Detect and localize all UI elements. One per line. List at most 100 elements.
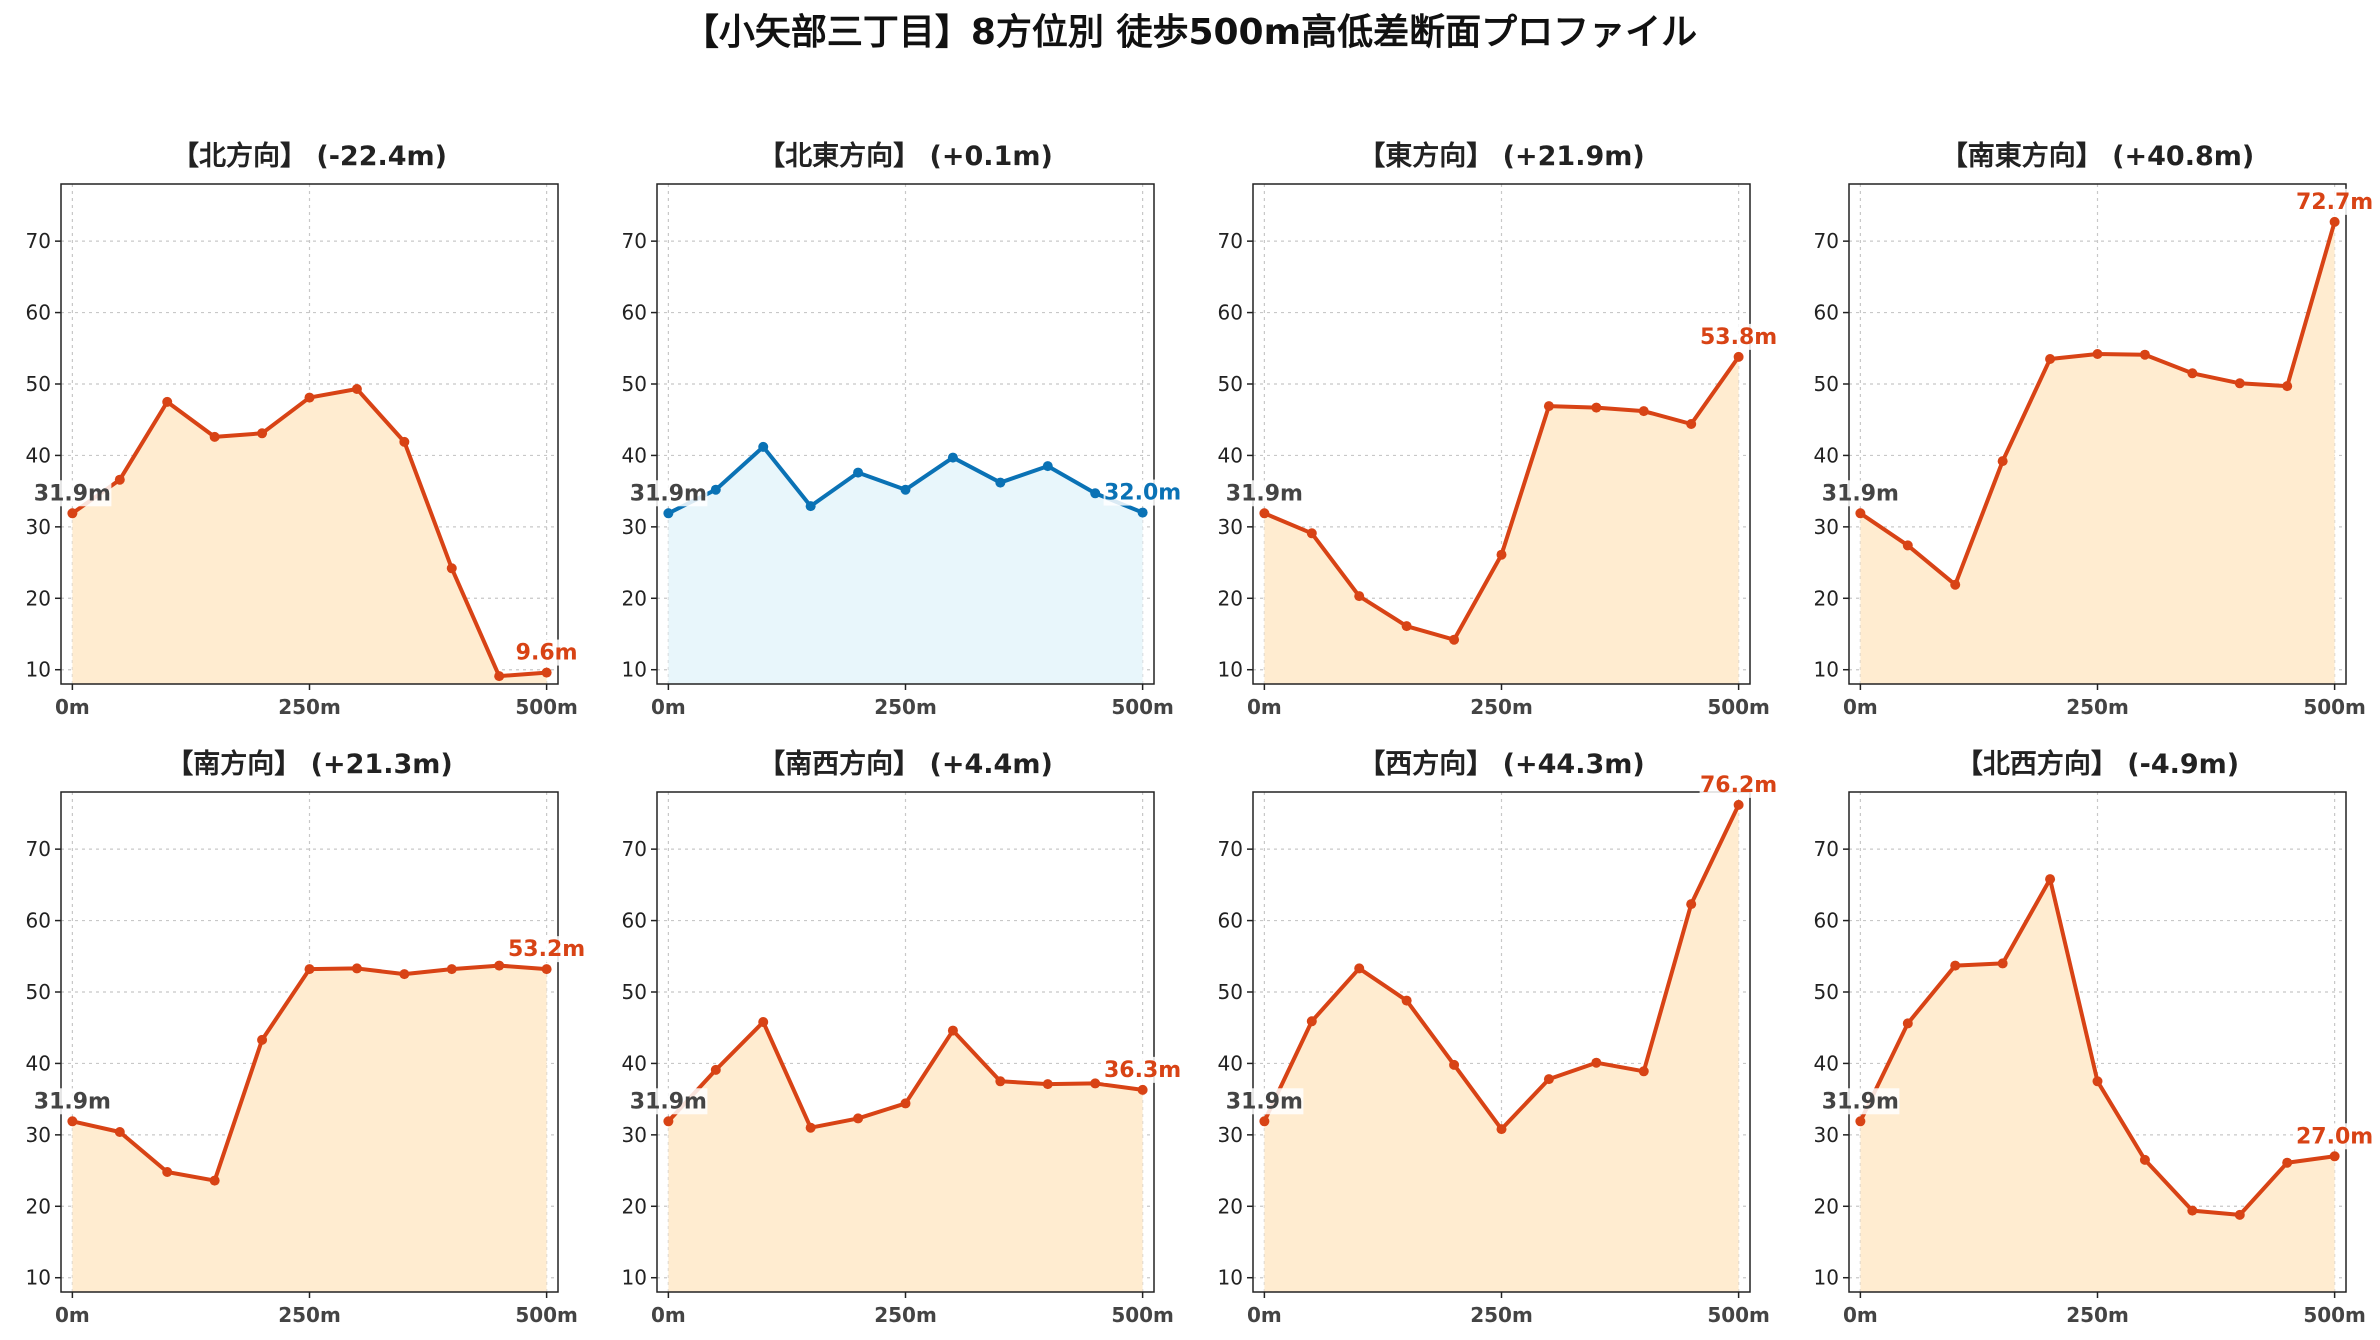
data-point: [304, 964, 315, 975]
data-point: [2139, 349, 2150, 360]
x-tick-label: 250m: [2066, 1303, 2129, 1327]
y-tick-label: 70: [1814, 229, 1839, 253]
start-label-box: [33, 1088, 112, 1115]
y-tick-label: 10: [1814, 658, 1839, 682]
end-label-box: [507, 639, 586, 666]
x-tick-label: 250m: [874, 1303, 937, 1327]
data-point: [1449, 1059, 1460, 1070]
x-tick-label: 500m: [515, 695, 578, 719]
data-point: [494, 671, 505, 682]
data-point: [1306, 528, 1317, 539]
data-point: [114, 474, 125, 485]
x-tick-label: 500m: [2303, 1303, 2366, 1327]
data-point: [541, 964, 552, 975]
data-point: [257, 1034, 268, 1045]
x-tick-label: 250m: [2066, 695, 2129, 719]
data-point: [1137, 507, 1148, 518]
y-tick-label: 50: [1814, 980, 1839, 1004]
y-tick-label: 10: [622, 658, 647, 682]
data-point: [1591, 402, 1602, 413]
y-tick-label: 10: [1218, 658, 1243, 682]
end-elevation-label: 53.2m: [508, 937, 585, 962]
y-tick-label: 40: [26, 1051, 51, 1075]
data-point: [209, 431, 220, 442]
data-point: [1686, 419, 1697, 429]
y-tick-label: 20: [1218, 586, 1243, 610]
profile-area: [72, 965, 547, 1292]
data-point: [1950, 579, 1961, 590]
data-point: [2282, 1157, 2293, 1168]
data-point: [1042, 461, 1053, 472]
y-tick-label: 40: [1218, 443, 1243, 467]
y-tick-label: 20: [622, 1194, 647, 1218]
direction-panel-2: 【北東方向】 (+0.1m) 10 20 30 40 50 60 70 0m 250m 500m 31…: [622, 140, 1182, 719]
start-label-box: [1821, 1088, 1900, 1115]
panel-title: 【南東方向】 (+40.8m): [1941, 140, 2254, 172]
y-tick-label: 20: [622, 586, 647, 610]
data-point: [1855, 1116, 1866, 1127]
data-point: [1259, 1116, 1270, 1127]
start-elevation-label: 31.9m: [1822, 1089, 1899, 1114]
y-tick-label: 60: [1218, 301, 1243, 325]
start-label-box: [629, 480, 708, 507]
data-point: [209, 1175, 220, 1186]
y-tick-label: 30: [622, 1123, 647, 1147]
y-tick-label: 40: [1814, 1051, 1839, 1075]
data-point: [1902, 1018, 1913, 1029]
y-tick-label: 50: [1218, 980, 1243, 1004]
end-label-box: [1103, 1056, 1182, 1083]
data-point: [995, 1076, 1006, 1087]
x-tick-label: 0m: [1843, 1303, 1878, 1327]
data-point: [399, 436, 410, 447]
end-label-box: [1699, 771, 1778, 798]
x-tick-label: 250m: [278, 695, 341, 719]
y-tick-label: 20: [1814, 1194, 1839, 1218]
data-point: [947, 1025, 958, 1036]
data-point: [1591, 1057, 1602, 1068]
profile-area: [668, 446, 1143, 684]
x-tick-label: 0m: [651, 695, 686, 719]
y-tick-label: 70: [1814, 837, 1839, 861]
y-tick-label: 50: [1218, 372, 1243, 396]
x-tick-label: 500m: [1111, 695, 1174, 719]
y-tick-label: 70: [622, 229, 647, 253]
data-point: [1686, 899, 1697, 910]
data-point: [947, 452, 958, 463]
profile-area: [1264, 356, 1739, 684]
x-tick-label: 0m: [55, 695, 90, 719]
direction-panel-8: 【北西方向】 (-4.9m) 10 20 30 40 50 60 70 0m 250m 500m 31…: [1814, 748, 2374, 1327]
end-elevation-label: 36.3m: [1104, 1058, 1181, 1083]
start-elevation-label: 31.9m: [1226, 481, 1303, 506]
y-tick-label: 40: [622, 443, 647, 467]
x-tick-label: 0m: [1247, 695, 1282, 719]
y-tick-label: 30: [26, 515, 51, 539]
data-point: [805, 501, 816, 512]
start-elevation-label: 31.9m: [630, 481, 707, 506]
data-point: [1090, 488, 1101, 499]
y-tick-label: 40: [26, 443, 51, 467]
data-point: [1543, 1074, 1554, 1085]
data-point: [2187, 368, 2198, 379]
x-tick-label: 500m: [515, 1303, 578, 1327]
y-tick-label: 60: [26, 301, 51, 325]
data-point: [805, 1122, 816, 1133]
data-point: [67, 1116, 78, 1127]
y-tick-label: 70: [1218, 837, 1243, 861]
y-tick-label: 30: [1218, 1123, 1243, 1147]
profile-area: [72, 389, 547, 684]
direction-panel-6: 【南西方向】 (+4.4m) 10 20 30 40 50 60 70 0m 250m 500m 31…: [622, 748, 1182, 1327]
y-tick-label: 10: [26, 658, 51, 682]
panel-title: 【南方向】 (+21.3m): [166, 748, 452, 780]
profile-area: [668, 1022, 1143, 1292]
y-tick-label: 30: [1814, 515, 1839, 539]
direction-panel-4: 【南東方向】 (+40.8m) 10 20 30 40 50 60 70 0m 250m 500m 3…: [1814, 140, 2374, 719]
y-tick-label: 30: [1814, 1123, 1839, 1147]
x-tick-label: 0m: [1843, 695, 1878, 719]
direction-panel-3: 【東方向】 (+21.9m) 10 20 30 40 50 60 70 0m 250m 500m 31…: [1218, 140, 1778, 719]
data-point: [1449, 634, 1460, 645]
profile-area: [1860, 221, 2335, 684]
y-tick-label: 60: [1814, 909, 1839, 933]
end-elevation-label: 72.7m: [2296, 190, 2373, 215]
data-point: [1137, 1084, 1148, 1095]
y-tick-label: 20: [26, 1194, 51, 1218]
